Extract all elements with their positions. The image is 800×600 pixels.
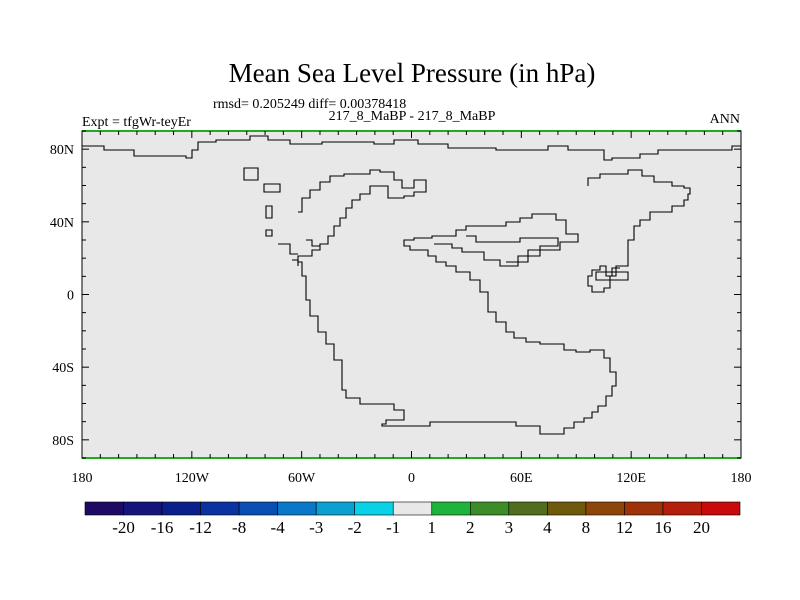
colorbar-label: 3 xyxy=(505,518,514,537)
colorbar-label: -1 xyxy=(386,518,400,537)
colorbar-labels: -20 -16 -12 -8 -4 -3 -2 -1 1 2 3 4 8 12 16 20 xyxy=(112,518,710,537)
small-island-c xyxy=(265,229,273,237)
inner-basin xyxy=(466,235,559,263)
western-coast-spur xyxy=(278,243,298,255)
colorbar-label: -12 xyxy=(189,518,212,537)
colorbar-label: 2 xyxy=(466,518,475,537)
lon-label: 180 xyxy=(72,471,93,486)
colorbar-swatch xyxy=(624,501,664,516)
lon-label: 0 xyxy=(408,471,415,486)
colorbar-swatch xyxy=(200,501,240,516)
map-title: Mean Sea Level Pressure (in hPa) xyxy=(229,58,596,88)
small-island-b xyxy=(265,205,273,219)
experiment-label: Expt = tfgWr-teyEr xyxy=(82,115,191,130)
lat-label: 80S xyxy=(52,434,74,449)
western-inlet xyxy=(306,239,320,247)
colorbar-label: 20 xyxy=(693,518,710,537)
colorbar-swatch xyxy=(315,501,356,516)
northern-coast xyxy=(82,135,741,161)
main-continent xyxy=(297,169,617,435)
colorbar-swatch xyxy=(662,501,702,516)
colorbar-label: 4 xyxy=(543,518,552,537)
longitude-labels: 180 120W 60W 0 60E 120E 180 xyxy=(72,471,752,486)
eastern-inner-lake xyxy=(595,271,629,281)
colorbar-swatch xyxy=(431,501,471,516)
colorbar-label: -4 xyxy=(271,518,286,537)
colorbar-swatch xyxy=(547,501,587,516)
colorbar-swatch xyxy=(238,501,278,516)
lon-label: 120E xyxy=(616,471,646,486)
colorbar-label: -16 xyxy=(151,518,174,537)
colorbar-swatch xyxy=(701,501,741,516)
colorbar-label: 12 xyxy=(616,518,633,537)
colorbar-label: 16 xyxy=(654,518,671,537)
colorbar-swatch xyxy=(84,501,124,516)
season-label: ANN xyxy=(710,112,740,127)
western-stub xyxy=(292,259,299,266)
colorbar-label: -2 xyxy=(348,518,362,537)
comparison-label: 217_8_MaBP - 217_8_MaBP xyxy=(329,109,496,124)
lon-label: 60W xyxy=(288,471,316,486)
lon-label: 120W xyxy=(175,471,210,486)
lat-label: 40S xyxy=(52,361,74,376)
colorbar-swatch xyxy=(392,501,433,516)
colorbar-label: -8 xyxy=(232,518,246,537)
lat-label: 40N xyxy=(50,216,74,231)
latitude-labels: 80N 40N 0 40S 80S xyxy=(50,143,74,449)
colorbar-swatch xyxy=(585,501,625,516)
greenland-island xyxy=(243,167,259,181)
colorbar-label: 1 xyxy=(428,518,437,537)
colorbar-label: -3 xyxy=(309,518,323,537)
coastlines xyxy=(82,135,741,435)
colorbar xyxy=(84,501,741,516)
small-island-a xyxy=(263,183,281,193)
lon-label: 180 xyxy=(731,471,752,486)
colorbar-swatch xyxy=(508,501,548,516)
colorbar-swatch xyxy=(277,501,317,516)
colorbar-swatch xyxy=(161,501,201,516)
lat-label: 0 xyxy=(67,289,74,304)
lat-label: 80N xyxy=(50,143,74,158)
colorbar-label: -20 xyxy=(112,518,135,537)
stats-label: rmsd= 0.205249 diff= 0.00378418 xyxy=(213,97,406,112)
map-panel xyxy=(81,130,742,459)
eastern-island xyxy=(587,169,691,293)
colorbar-swatch xyxy=(469,501,510,516)
colorbar-swatch xyxy=(354,501,394,516)
colorbar-swatch xyxy=(123,501,163,516)
colorbar-label: 8 xyxy=(582,518,591,537)
map-axes xyxy=(81,130,742,459)
lon-label: 60E xyxy=(510,471,533,486)
